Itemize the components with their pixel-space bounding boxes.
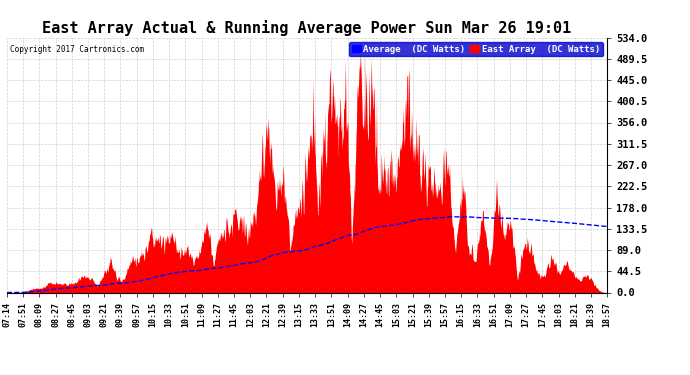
Title: East Array Actual & Running Average Power Sun Mar 26 19:01: East Array Actual & Running Average Powe… xyxy=(42,20,572,36)
Text: Copyright 2017 Cartronics.com: Copyright 2017 Cartronics.com xyxy=(10,45,144,54)
Legend: Average  (DC Watts), East Array  (DC Watts): Average (DC Watts), East Array (DC Watts… xyxy=(349,42,602,56)
